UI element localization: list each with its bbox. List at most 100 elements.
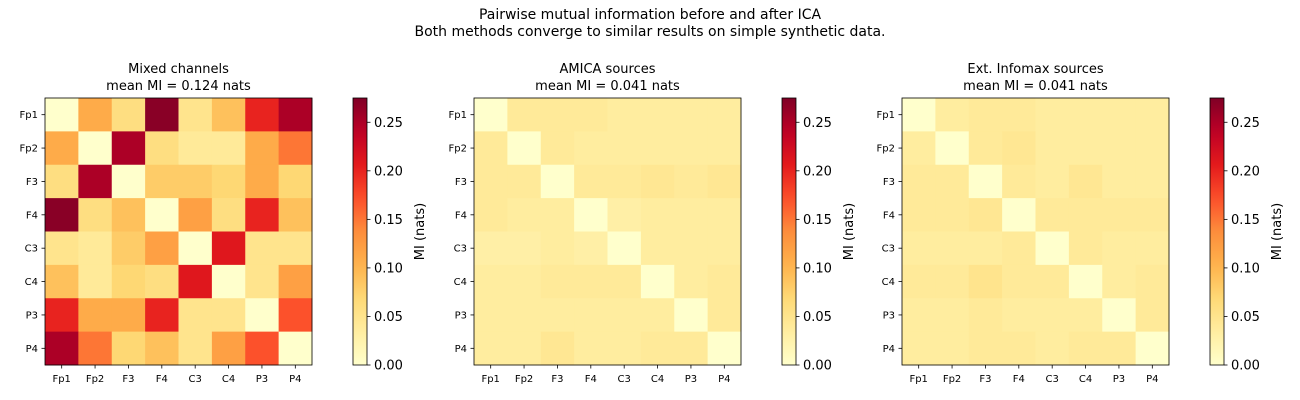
heatmap-cell (178, 231, 213, 266)
heatmap-cell (474, 198, 508, 232)
heatmap-cell (78, 164, 113, 199)
y-tick-label: P3 (455, 310, 467, 321)
panel-subtitle: mean MI = 0.041 nats (963, 79, 1108, 94)
x-tick-label: C4 (651, 374, 664, 385)
colorbar-tick-label: 0.25 (374, 116, 403, 131)
heatmap-cell (574, 198, 608, 232)
colorbar-tick-label: 0.10 (1231, 261, 1260, 276)
heatmap-cell (211, 164, 246, 199)
x-tick-label: Fp1 (481, 374, 499, 385)
x-tick-label: Fp2 (943, 374, 961, 385)
heatmap-cell (507, 231, 542, 266)
heatmap-cell (111, 264, 146, 299)
heatmap-cell (45, 264, 79, 299)
y-tick-label: Fp2 (877, 144, 895, 155)
heatmap-cell (1102, 198, 1137, 232)
heatmap-cell (1102, 98, 1137, 132)
heatmap-cell (674, 164, 709, 199)
heatmap-cell (540, 231, 575, 266)
heatmap-cell (45, 298, 79, 333)
x-tick-label: P3 (1113, 374, 1125, 385)
heatmap-cell (1002, 98, 1036, 132)
heatmap-cell (1002, 231, 1036, 266)
heatmap-cell (45, 98, 79, 132)
heatmap-cell (540, 164, 575, 199)
y-tick-label: F4 (455, 210, 467, 221)
colorbar-tick-label: 0.00 (1231, 359, 1260, 374)
heatmap-cell (640, 231, 675, 266)
x-tick-label: P4 (1146, 374, 1158, 385)
heatmap-cell (1068, 198, 1103, 232)
heatmap-cell (968, 298, 1003, 333)
panel-title: AMICA sources (560, 62, 656, 77)
heatmap-cell (674, 331, 709, 366)
heatmap-cell (474, 98, 508, 132)
heatmap-cell (245, 164, 280, 199)
heatmap-cell (1102, 298, 1137, 333)
heatmap-cell (674, 264, 709, 299)
y-tick-label: F4 (26, 210, 38, 221)
x-tick-label: F4 (1013, 374, 1025, 385)
heatmap-cell (111, 231, 146, 266)
heatmap-cell (45, 198, 79, 232)
heatmap-cell (540, 198, 575, 232)
heatmap-cell (278, 231, 313, 266)
heatmap-cell (211, 198, 246, 232)
colorbar-tick-label: 0.10 (374, 261, 403, 276)
heatmap-cell (1135, 298, 1170, 333)
heatmap-cell (278, 131, 313, 166)
heatmap-cell (607, 331, 642, 366)
heatmap-cell (178, 98, 213, 132)
x-tick-label: P4 (718, 374, 730, 385)
heatmap-cell (1035, 164, 1070, 199)
heatmap-cell (45, 331, 79, 366)
panel-subtitle: mean MI = 0.041 nats (535, 79, 680, 94)
heatmap-cell (278, 298, 313, 333)
heatmap-cell (1035, 298, 1070, 333)
heatmap-cell (540, 131, 575, 166)
colorbar-tick-label: 0.25 (803, 116, 832, 131)
heatmap-cell (145, 164, 179, 199)
axes-frame (44, 97, 313, 366)
heatmap-cell (78, 331, 113, 366)
x-tick-label: F3 (979, 374, 991, 385)
heatmap-cell (1002, 164, 1036, 199)
heatmap-cell (78, 198, 113, 232)
heatmap-cell (574, 231, 608, 266)
heatmap-cell (707, 298, 742, 333)
heatmap-cell (607, 98, 642, 132)
heatmap-cell (111, 131, 146, 166)
heatmap-cell (674, 98, 709, 132)
heatmap-cell (935, 331, 970, 366)
heatmap-cell (178, 198, 213, 232)
heatmap-cell (178, 331, 213, 366)
colorbar-tick-label: 0.15 (374, 213, 403, 228)
figure-subtitle: Both methods converge to similar results… (414, 24, 886, 40)
y-tick-label: Fp2 (449, 144, 467, 155)
heatmap-cell (245, 298, 280, 333)
heatmap-cell (474, 298, 508, 333)
colorbar-tick-label: 0.00 (374, 359, 403, 374)
panel-subtitle: mean MI = 0.124 nats (106, 79, 251, 94)
heatmap-cell (1135, 131, 1170, 166)
heatmap-cell (145, 98, 179, 132)
axes-frame (473, 97, 742, 366)
heatmap-cell (1068, 331, 1103, 366)
heatmap-cell (111, 198, 146, 232)
heatmap-cell (1002, 264, 1036, 299)
y-tick-label: C4 (882, 277, 895, 288)
heatmap-cell (111, 298, 146, 333)
heatmap-cell (474, 131, 508, 166)
colorbar-tick-label: 0.20 (803, 164, 832, 179)
colorbar-tick-label: 0.05 (803, 310, 832, 325)
heatmap-cell (78, 231, 113, 266)
heatmap-cell (540, 264, 575, 299)
heatmap-cell (1068, 298, 1103, 333)
y-tick-label: Fp1 (449, 110, 467, 121)
x-tick-label: P3 (685, 374, 697, 385)
x-tick-label: C4 (1079, 374, 1092, 385)
heatmap-cell (1002, 198, 1036, 232)
heatmap-cell (574, 264, 608, 299)
heatmap-cell (507, 131, 542, 166)
heatmap-cell (707, 198, 742, 232)
